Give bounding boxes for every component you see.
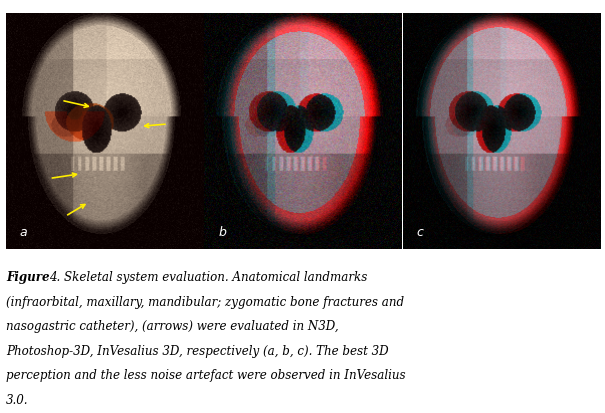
Text: b: b: [218, 225, 226, 238]
Text: nasogastric catheter), (arrows) were evaluated in N3D,: nasogastric catheter), (arrows) were eva…: [6, 320, 339, 332]
Text: 4. Skeletal system evaluation. Anatomical landmarks: 4. Skeletal system evaluation. Anatomica…: [50, 271, 368, 283]
Text: 3.0.: 3.0.: [6, 393, 28, 406]
Text: Figure: Figure: [6, 271, 50, 283]
Text: c: c: [417, 225, 424, 238]
Text: Photoshop-3D, InVesalius 3D, respectively (a, b, c). The best 3D: Photoshop-3D, InVesalius 3D, respectivel…: [6, 344, 388, 357]
Text: perception and the less noise artefact were observed in InVesalius: perception and the less noise artefact w…: [6, 368, 406, 381]
Text: a: a: [20, 225, 27, 238]
Text: (infraorbital, maxillary, mandibular; zygomatic bone fractures and: (infraorbital, maxillary, mandibular; zy…: [6, 295, 404, 308]
